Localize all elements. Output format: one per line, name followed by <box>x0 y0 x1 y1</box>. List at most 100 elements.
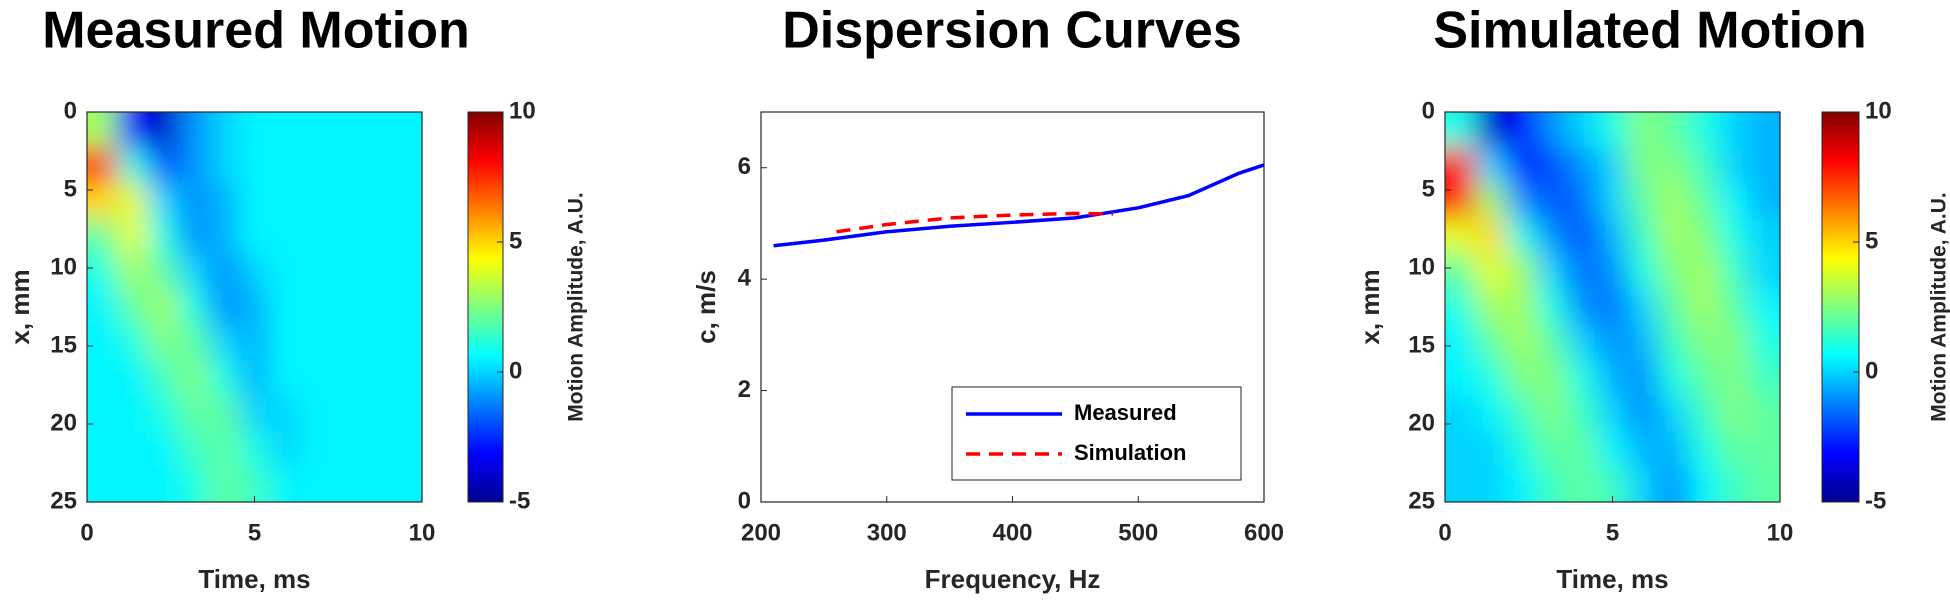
heatmap-cell <box>239 112 271 148</box>
heatmap-cell <box>87 360 118 397</box>
heatmap-cell <box>1658 253 1690 290</box>
heatmap-cell <box>300 466 332 502</box>
heatmap-cell <box>1445 112 1476 148</box>
heatmap-cell <box>1505 360 1537 397</box>
heatmap-cell <box>1627 395 1659 432</box>
heatmap-cell <box>208 182 240 219</box>
heatmap-cell <box>1536 147 1568 184</box>
x-tick-label: 400 <box>992 519 1032 546</box>
heatmap-cell <box>1505 431 1537 468</box>
y-tick-label: 15 <box>50 331 77 358</box>
y-tick-label: 5 <box>64 175 77 202</box>
heatmap-cell <box>391 395 422 432</box>
heatmap-cell <box>1749 431 1780 468</box>
heatmap-cell <box>117 395 149 432</box>
heatmap-cell <box>361 112 393 148</box>
heatmap-cell <box>330 324 362 361</box>
heatmap-cell <box>330 466 362 502</box>
y-tick-label: 2 <box>738 376 751 403</box>
heatmap-cell <box>117 147 149 184</box>
heatmap-cell <box>269 112 301 148</box>
heatmap-cell <box>1719 324 1751 361</box>
heatmap-cell <box>1475 182 1507 219</box>
heatmap-cell <box>1566 324 1598 361</box>
colorbar-tick-label: -5 <box>509 487 530 514</box>
heatmap-cell <box>1749 324 1780 361</box>
heatmap-cell <box>269 466 301 502</box>
heatmap-cell <box>1505 466 1537 502</box>
heatmap-cell <box>330 395 362 432</box>
y-tick-label: 4 <box>738 264 752 291</box>
y-axis-label: x, mm <box>1355 269 1385 344</box>
heatmap-cell <box>1445 431 1476 468</box>
heatmap-cell <box>300 395 332 432</box>
heatmap-cell <box>391 112 422 148</box>
heatmap-cell <box>391 431 422 468</box>
legend-label: Measured <box>1074 400 1177 425</box>
heatmap-cell <box>1749 466 1780 502</box>
heatmap-cell <box>87 324 118 361</box>
heatmap-cell <box>1688 395 1720 432</box>
heatmap-cell <box>1719 431 1751 468</box>
heatmap-cell <box>300 324 332 361</box>
heatmap-cell <box>1597 324 1629 361</box>
heatmap-cell <box>330 289 362 326</box>
heatmap-cell <box>361 360 393 397</box>
x-tick-label: 10 <box>1767 519 1794 546</box>
heatmap-cell <box>330 112 362 148</box>
heatmap-cell <box>300 360 332 397</box>
heatmap-cell <box>361 466 393 502</box>
heatmap-cell <box>391 218 422 255</box>
heatmap-cell <box>1445 218 1476 255</box>
heatmap-cell <box>1536 218 1568 255</box>
heatmap-cell <box>239 147 271 184</box>
legend-box <box>951 386 1242 481</box>
heatmap-cell <box>147 112 179 148</box>
heatmap-cell <box>269 147 301 184</box>
heatmap-cell <box>1688 466 1720 502</box>
heatmap-clip <box>87 112 422 502</box>
heatmap-cell <box>1627 182 1659 219</box>
heatmap-cell <box>239 395 271 432</box>
heatmap-cell <box>1627 324 1659 361</box>
heatmap-cell <box>1658 395 1690 432</box>
heatmap-cell <box>1566 395 1598 432</box>
heatmap-cell <box>1475 147 1507 184</box>
y-tick-label: 25 <box>1408 487 1435 514</box>
heatmap-cell <box>361 324 393 361</box>
heatmap-cell <box>147 324 179 361</box>
heatmap-cell <box>330 218 362 255</box>
heatmap-cell <box>117 360 149 397</box>
heatmap-cell <box>147 360 179 397</box>
heatmap-cell <box>1475 360 1507 397</box>
heatmap-cell <box>178 182 210 219</box>
heatmap-cell <box>1566 218 1598 255</box>
heatmap-cell <box>1658 431 1690 468</box>
heatmap-cell <box>330 431 362 468</box>
heatmap-cell <box>361 253 393 290</box>
heatmap-cell <box>1627 289 1659 326</box>
heatmap-cell <box>1597 360 1629 397</box>
y-axis-label: x, mm <box>5 269 35 344</box>
y-tick-label: 20 <box>50 409 77 436</box>
heatmap-cell <box>269 218 301 255</box>
heatmap-cell <box>300 289 332 326</box>
heatmap-cell <box>208 112 240 148</box>
chart-title: Dispersion Curves <box>782 2 1242 60</box>
heatmap-cell <box>300 431 332 468</box>
heatmap-cell <box>361 395 393 432</box>
heatmap-cell <box>87 147 118 184</box>
heatmap-cell <box>178 289 210 326</box>
heatmap-cell <box>147 431 179 468</box>
heatmap-cell <box>1749 360 1780 397</box>
heatmap-cell <box>1749 395 1780 432</box>
heatmap-cell <box>117 431 149 468</box>
heatmap-cell <box>87 289 118 326</box>
heatmap-cell <box>1688 112 1720 148</box>
y-tick-label: 0 <box>64 97 77 124</box>
heatmap-cell <box>1475 253 1507 290</box>
heatmap-cell <box>1658 147 1690 184</box>
heatmap-cell <box>87 112 118 148</box>
heatmap-cell <box>117 253 149 290</box>
heatmap-cell <box>1688 182 1720 219</box>
